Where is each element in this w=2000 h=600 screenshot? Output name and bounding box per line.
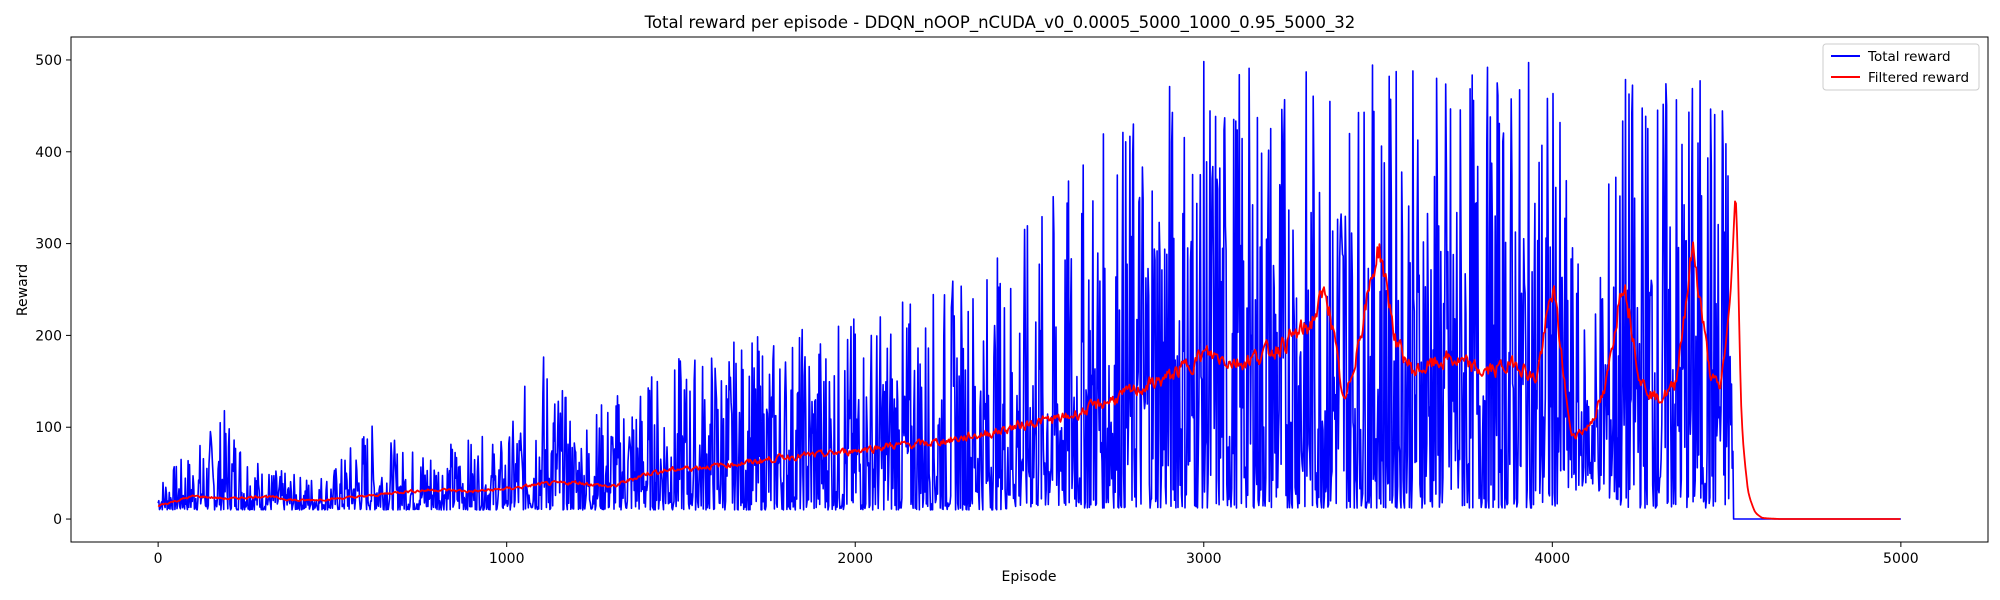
series-line-filtered-reward (157, 200, 1901, 520)
legend-label-total-reward: Total reward (1867, 49, 1951, 65)
x-tick-label: 4000 (1534, 551, 1570, 567)
x-axis: 0 1000 2000 3000 4000 5000 (154, 542, 1919, 567)
legend: Total reward Filtered reward (1822, 43, 1980, 91)
x-tick-label: 1000 (489, 551, 525, 567)
y-tick-label: 400 (35, 145, 62, 161)
y-axis: 0 100 200 300 400 500 (35, 53, 71, 528)
y-tick-label: 500 (35, 53, 62, 69)
x-tick-label: 5000 (1883, 551, 1919, 567)
plot-frame (70, 36, 1989, 543)
legend-box (1822, 43, 1980, 91)
chart-title: Total reward per episode - DDQN_nOOP_nCU… (644, 13, 1356, 33)
y-tick-label: 0 (53, 512, 62, 528)
data-layer (157, 60, 1901, 520)
x-tick-label: 0 (154, 551, 163, 567)
y-tick-label: 300 (35, 237, 62, 253)
series-line-total-reward (157, 60, 1901, 520)
y-axis-label: Reward (15, 264, 31, 316)
y-tick-label: 100 (35, 420, 62, 436)
x-tick-label: 3000 (1186, 551, 1222, 567)
x-axis-label: Episode (1002, 569, 1057, 585)
legend-label-filtered-reward: Filtered reward (1868, 70, 1969, 86)
y-tick-label: 200 (35, 328, 62, 344)
x-tick-label: 2000 (837, 551, 873, 567)
